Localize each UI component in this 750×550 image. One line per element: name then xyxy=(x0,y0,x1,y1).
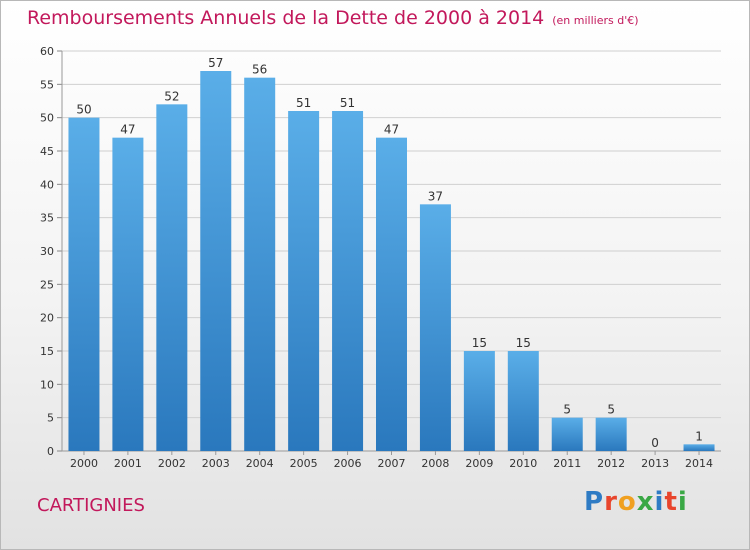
x-tick-label-2014: 2014 xyxy=(685,457,713,470)
logo-letter: i xyxy=(654,487,665,517)
data-label-2004: 56 xyxy=(252,63,267,77)
x-tick-label-2007: 2007 xyxy=(378,457,406,470)
data-label-2010: 15 xyxy=(516,336,531,350)
bars xyxy=(68,71,715,452)
x-tick-label-2004: 2004 xyxy=(246,457,274,470)
y-tick-label: 30 xyxy=(40,245,54,258)
x-tick-label-2010: 2010 xyxy=(509,457,537,470)
y-tick-labels: 0 5 10 15 20 25 30 35 40 45 50 55 60 xyxy=(40,45,54,458)
logo-letter: t xyxy=(664,487,678,517)
data-label-2001: 47 xyxy=(120,123,135,137)
logo-letter: P xyxy=(584,487,605,517)
title-text: Remboursements Annuels de la Dette de 20… xyxy=(27,7,545,29)
y-tick-label: 20 xyxy=(40,312,54,325)
bar-2009 xyxy=(463,351,495,451)
bar-2006 xyxy=(332,111,364,451)
data-label-2003: 57 xyxy=(208,56,223,70)
data-label-2005: 51 xyxy=(296,96,311,110)
y-tick-label: 15 xyxy=(40,345,54,358)
bar-2001 xyxy=(112,137,144,451)
bar-2005 xyxy=(288,111,320,451)
bar-2012 xyxy=(595,417,627,451)
x-tick-label-2003: 2003 xyxy=(202,457,230,470)
data-label-2012: 5 xyxy=(607,403,615,417)
data-label-2011: 5 xyxy=(563,403,571,417)
bar-2003 xyxy=(200,71,232,451)
x-tick-label-2012: 2012 xyxy=(597,457,625,470)
data-label-2006: 51 xyxy=(340,96,355,110)
y-tick-label: 55 xyxy=(40,78,54,91)
x-tick-label-2001: 2001 xyxy=(114,457,142,470)
x-tick-label-2006: 2006 xyxy=(334,457,362,470)
data-label-2008: 37 xyxy=(428,189,443,203)
chart-title: Remboursements Annuels de la Dette de 20… xyxy=(27,7,639,29)
bar-2004 xyxy=(244,77,276,452)
data-label-2000: 50 xyxy=(76,103,91,117)
logo-letter: r xyxy=(604,487,618,517)
x-tick-label-2008: 2008 xyxy=(421,457,449,470)
y-tick-label: 45 xyxy=(40,145,54,158)
y-tick-label: 0 xyxy=(47,445,54,458)
x-tick-label-2002: 2002 xyxy=(158,457,186,470)
proxiti-logo: Proxiti xyxy=(584,487,688,517)
bar-2010 xyxy=(507,351,539,451)
bar-2008 xyxy=(419,204,451,451)
bar-2011 xyxy=(551,417,583,451)
x-tick-labels: 2000 2001 2002 2003 2004 2005 2006 2007 2008 2009… xyxy=(70,451,713,470)
y-tick-label: 35 xyxy=(40,212,54,225)
unit-text: (en milliers d'€) xyxy=(552,14,639,27)
logo-letter: i xyxy=(677,487,688,517)
bar-2002 xyxy=(156,104,188,451)
y-tick-label: 10 xyxy=(40,378,54,391)
y-tick-label: 50 xyxy=(40,112,54,125)
data-label-2007: 47 xyxy=(384,123,399,137)
y-tick-label: 5 xyxy=(47,412,54,425)
bar-2000 xyxy=(68,117,100,452)
logo-letter: x xyxy=(636,487,655,517)
data-label-2002: 52 xyxy=(164,89,179,103)
x-tick-label-2005: 2005 xyxy=(290,457,318,470)
x-tick-label-2011: 2011 xyxy=(553,457,581,470)
y-tick-label: 25 xyxy=(40,278,54,291)
x-tick-label-2000: 2000 xyxy=(70,457,98,470)
x-tick-label-2013: 2013 xyxy=(641,457,669,470)
logo-letter: o xyxy=(617,487,637,517)
x-tick-label-2009: 2009 xyxy=(465,457,493,470)
bar-2007 xyxy=(376,137,407,451)
bar-2014 xyxy=(683,444,715,451)
y-tick-label: 40 xyxy=(40,178,54,191)
data-label-2013: 0 xyxy=(651,436,659,450)
data-label-2014: 1 xyxy=(695,429,703,443)
y-tick-label: 60 xyxy=(40,45,54,58)
data-label-2009: 15 xyxy=(472,336,487,350)
commune-name: CARTIGNIES xyxy=(37,495,145,516)
